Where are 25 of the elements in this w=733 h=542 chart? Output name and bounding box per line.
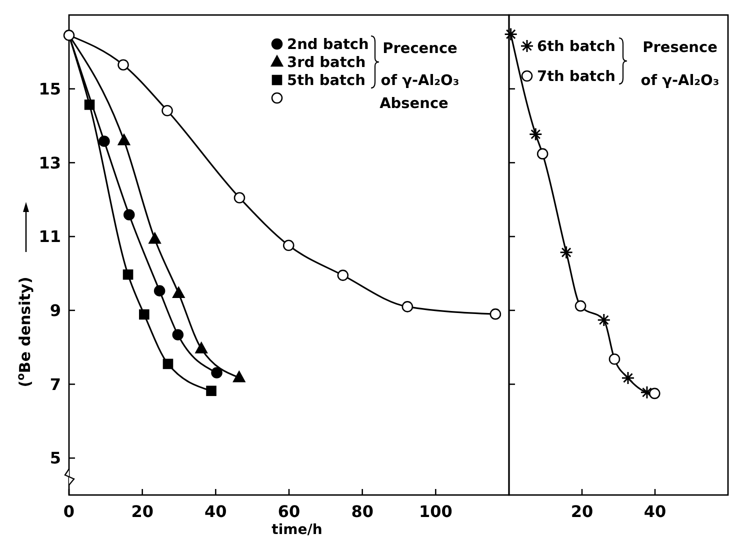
y-tick-label: 11	[38, 227, 61, 246]
y-tick-label: 13	[38, 153, 61, 172]
legend-label: 7th batch	[537, 69, 616, 86]
annotation: Absence	[380, 96, 449, 112]
x-tick-label: 60	[278, 502, 300, 521]
x-tick-label: 100	[418, 502, 452, 521]
x-tick-label: 20	[570, 502, 594, 521]
annotation: Presence	[642, 40, 718, 56]
legend-label: 3rd batch	[287, 55, 366, 72]
x-tick-label: 20	[131, 502, 154, 521]
x-tick-label: 40	[644, 502, 666, 521]
annotation: of γ-Al₂O₃	[380, 73, 460, 90]
legend-label: 5th batch	[287, 73, 366, 90]
x-axis-title: time/h	[272, 522, 322, 538]
x-tick-label: 0	[63, 502, 75, 521]
annotation: of γ-Al₂O₃	[640, 73, 720, 90]
x-tick-label: 40	[204, 502, 227, 521]
annotation: Precence	[382, 41, 458, 58]
x-tick-label: 80	[351, 502, 374, 521]
legend-label: 2nd batch	[287, 37, 369, 54]
legend-label: 6th batch	[537, 39, 616, 56]
y-tick-label: 7	[50, 374, 61, 394]
y-tick-label: 15	[38, 79, 61, 98]
y-tick-label: 9	[50, 300, 61, 320]
y-tick-label: 5	[50, 448, 61, 468]
